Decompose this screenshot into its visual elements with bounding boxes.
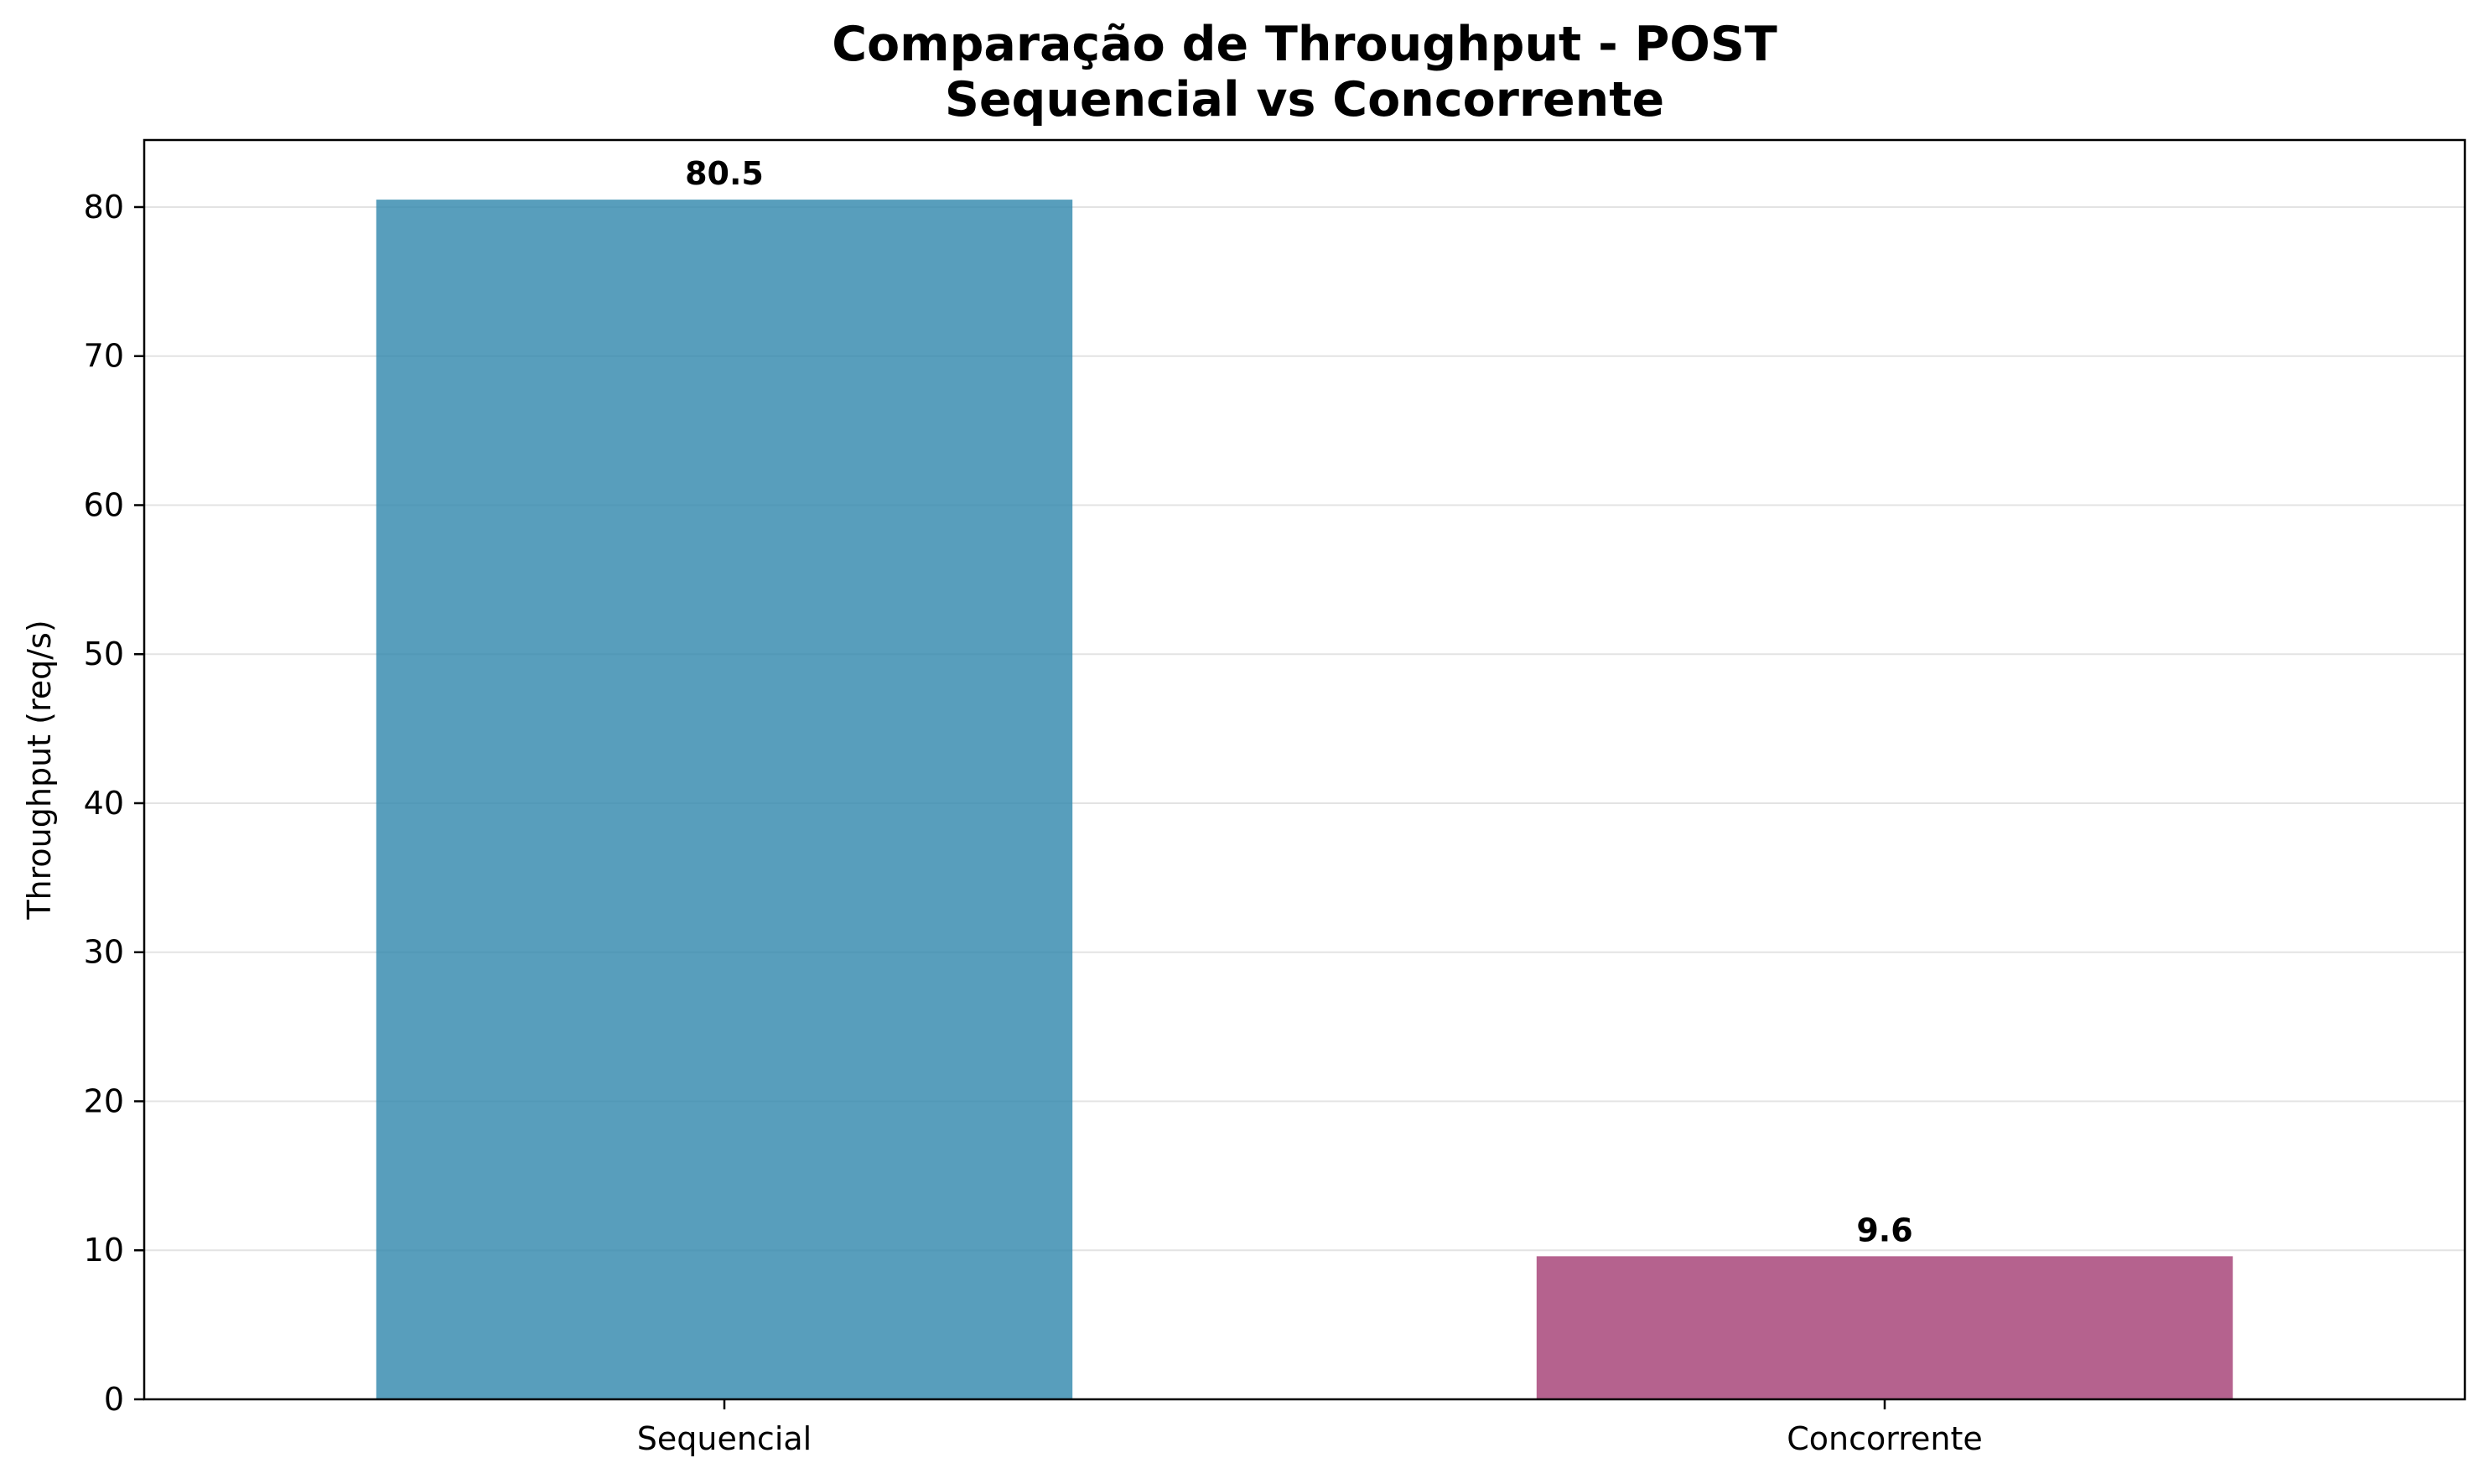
- y-tick-label: 80: [84, 189, 124, 226]
- y-axis-label: Throughput (req/s): [21, 620, 58, 920]
- y-tick-label: 70: [84, 338, 124, 375]
- y-tick-label: 0: [104, 1381, 124, 1418]
- chart-title: Comparação de Throughput - POST: [832, 17, 1777, 72]
- bar-sequencial: [376, 200, 1073, 1399]
- plot-frame: [143, 138, 2467, 1401]
- x-tick-label: Concorrente: [1787, 1420, 1983, 1457]
- chart-subtitle: Sequencial vs Concorrente: [945, 72, 1664, 127]
- y-tick-label: 50: [84, 636, 124, 672]
- y-tick-label: 60: [84, 486, 124, 523]
- y-tick-label: 20: [84, 1082, 124, 1119]
- y-tick-label: 10: [84, 1232, 124, 1269]
- y-axis-ticks: 0 10 20 30 40 50 60 70 80: [84, 189, 144, 1418]
- y-tick-label: 30: [84, 934, 124, 971]
- x-tick-label: Sequencial: [637, 1420, 812, 1457]
- bar-value-label: 80.5: [685, 155, 764, 192]
- bar-concorrente: [1536, 1256, 2233, 1399]
- x-axis-ticks: Sequencial Concorrente: [637, 1399, 1983, 1457]
- bar-value-label: 9.6: [1856, 1212, 1912, 1248]
- bars: [376, 200, 2233, 1399]
- y-tick-label: 40: [84, 785, 124, 822]
- bar-labels: 80.5 9.6: [685, 155, 1913, 1248]
